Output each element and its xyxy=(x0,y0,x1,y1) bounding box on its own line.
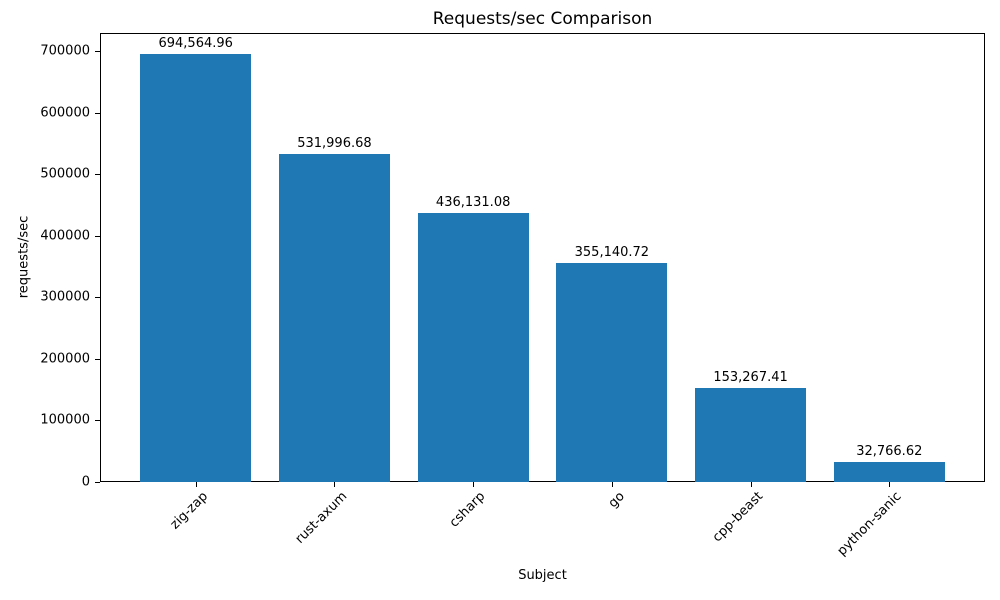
y-tick-mark xyxy=(95,358,100,360)
x-axis-label: Subject xyxy=(518,568,567,583)
bar-value-label: 531,996.68 xyxy=(297,136,372,152)
x-tick-mark xyxy=(611,482,613,487)
bar-value-label: 436,131.08 xyxy=(435,195,511,211)
x-tick-label: python-sanic xyxy=(834,489,905,559)
x-tick-label: rust-axum xyxy=(292,489,351,547)
x-tick-mark xyxy=(889,482,891,487)
x-tick-label: zig-zap xyxy=(167,489,212,533)
x-tick-mark xyxy=(334,482,336,487)
x-tick-label: cpp-beast xyxy=(710,489,767,546)
y-tick-mark xyxy=(95,174,100,176)
y-tick-label: 700000 xyxy=(40,43,90,59)
y-tick-label: 300000 xyxy=(40,289,90,305)
x-tick-mark xyxy=(750,482,752,487)
y-tick-label: 600000 xyxy=(40,105,90,121)
bar-value-label: 355,140.72 xyxy=(574,245,650,261)
y-tick-label: 400000 xyxy=(40,228,90,244)
bar xyxy=(833,461,945,482)
y-tick-label: 0 xyxy=(81,474,90,490)
y-tick-mark xyxy=(95,482,100,483)
bar-value-label: 153,267.41 xyxy=(713,369,788,385)
chart-title: Requests/sec Comparison xyxy=(432,9,653,29)
bar xyxy=(417,213,529,482)
y-tick-mark xyxy=(95,297,100,299)
y-tick-label: 200000 xyxy=(40,351,90,367)
y-tick-mark xyxy=(95,420,100,422)
y-tick-mark xyxy=(95,235,100,237)
bar xyxy=(695,387,807,482)
y-tick-label: 100000 xyxy=(40,412,90,428)
y-tick-mark xyxy=(95,112,100,114)
y-tick-mark xyxy=(95,51,100,53)
x-tick-mark xyxy=(473,482,475,487)
x-tick-label: csharp xyxy=(447,489,489,531)
bar xyxy=(556,263,668,482)
x-tick-mark xyxy=(195,482,197,487)
y-tick-label: 500000 xyxy=(40,166,90,182)
bar xyxy=(140,54,252,482)
bar-value-label: 694,564.96 xyxy=(158,36,233,52)
x-tick-label: go xyxy=(605,489,628,512)
bar xyxy=(278,154,390,482)
bar-value-label: 32,766.62 xyxy=(856,443,923,459)
